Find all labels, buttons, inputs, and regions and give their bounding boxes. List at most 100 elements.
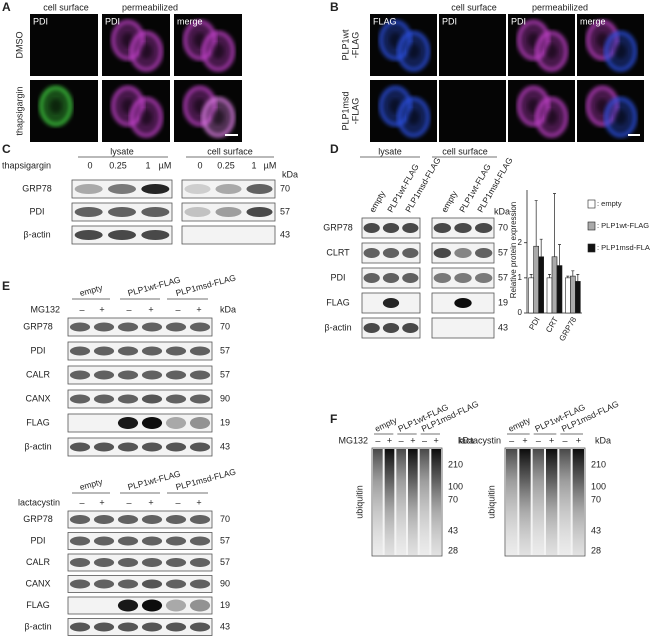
error-bar: [534, 200, 538, 247]
error-bar: [558, 244, 561, 266]
bar: [533, 245, 539, 314]
panel-label: C: [2, 142, 11, 156]
band: [165, 599, 187, 612]
band: [108, 184, 136, 194]
band: [184, 184, 211, 194]
group-header: lysate: [378, 146, 402, 156]
dose-label: 0.25: [109, 160, 127, 170]
band: [363, 273, 380, 283]
lane-sign: –: [126, 497, 131, 507]
smear: [408, 449, 418, 555]
dose-label: 1: [145, 160, 150, 170]
kda-marker: 210: [591, 459, 606, 469]
band: [382, 248, 400, 258]
row-label: GRP78: [23, 514, 53, 524]
band: [141, 442, 163, 452]
treatment-label: lactacystin: [459, 435, 501, 445]
band: [117, 536, 139, 546]
band: [117, 417, 139, 429]
nucleus: [545, 109, 558, 125]
band: [93, 370, 115, 380]
bar: [551, 256, 558, 314]
band: [474, 248, 493, 258]
panel-label: E: [2, 279, 10, 293]
panel-label: D: [330, 142, 339, 156]
blot-label: ubiquitin: [486, 485, 496, 519]
error-bar: [571, 270, 575, 277]
column-header: permeabilized: [532, 2, 588, 12]
smear: [384, 449, 395, 555]
band: [189, 346, 211, 356]
row-label: CLRT: [326, 247, 350, 257]
row-label: β-actin: [324, 322, 351, 332]
kda-marker: 19: [220, 417, 230, 427]
band: [69, 536, 91, 546]
band: [215, 207, 242, 217]
lane-group: PLP1msd-FLAG: [175, 466, 237, 492]
lane-sign: +: [99, 497, 104, 507]
lane-label: empty: [439, 188, 460, 214]
row-label: PLP1msd: [340, 91, 350, 130]
y-tick-label: 1: [518, 273, 523, 282]
band: [402, 223, 419, 233]
kda-marker: 43: [498, 322, 508, 332]
kda-marker: 43: [220, 621, 230, 631]
band: [117, 322, 139, 332]
legend-label: : empty: [597, 199, 622, 208]
dose-label: 0: [87, 160, 92, 170]
kda-marker: 70: [220, 321, 230, 331]
lane-sign: +: [522, 435, 527, 445]
legend-label: : PLP1wt-FLAG: [597, 221, 649, 230]
band: [74, 207, 103, 217]
smear: [373, 449, 383, 555]
band: [189, 394, 211, 404]
legend-swatch: [587, 243, 596, 253]
kda-marker: 57: [280, 206, 290, 216]
lane-sign: +: [549, 435, 554, 445]
kda-marker: 43: [220, 441, 230, 451]
x-tick-label: CRT: [544, 315, 560, 334]
image-label: PDI: [442, 16, 457, 26]
band: [454, 273, 472, 283]
smear: [431, 449, 441, 555]
treatment-label: lactacystin: [18, 497, 60, 507]
band: [382, 323, 400, 333]
band: [93, 394, 115, 404]
row-label: -FLAG: [350, 98, 360, 125]
band: [165, 579, 187, 589]
band: [363, 223, 380, 233]
band: [74, 184, 103, 194]
blot: [431, 317, 495, 339]
row-label: β-actin: [24, 621, 51, 631]
band: [141, 536, 163, 546]
row-label: PDI: [30, 535, 45, 545]
band: [165, 536, 187, 546]
nucleus: [212, 43, 225, 59]
band: [117, 599, 139, 612]
band: [141, 579, 163, 589]
band: [117, 346, 139, 356]
band: [141, 322, 163, 332]
smear: [559, 449, 571, 555]
lane-sign: +: [387, 435, 392, 445]
band: [189, 322, 211, 332]
dose-unit: µM: [159, 160, 172, 170]
band: [117, 515, 139, 524]
blot: [181, 179, 276, 199]
micrograph: [439, 14, 506, 76]
panel-label: B: [330, 0, 339, 14]
image-label: FLAG: [373, 16, 397, 26]
row-label: CANX: [25, 393, 50, 403]
band: [165, 442, 187, 452]
lane-group: empty: [507, 415, 533, 434]
band: [165, 558, 187, 567]
band: [69, 558, 91, 567]
band: [93, 536, 115, 546]
blot: [371, 447, 443, 557]
smear: [419, 449, 430, 555]
band: [117, 442, 139, 452]
kda-marker: 70: [448, 494, 458, 504]
band: [363, 323, 380, 333]
image-label: merge: [580, 16, 606, 26]
